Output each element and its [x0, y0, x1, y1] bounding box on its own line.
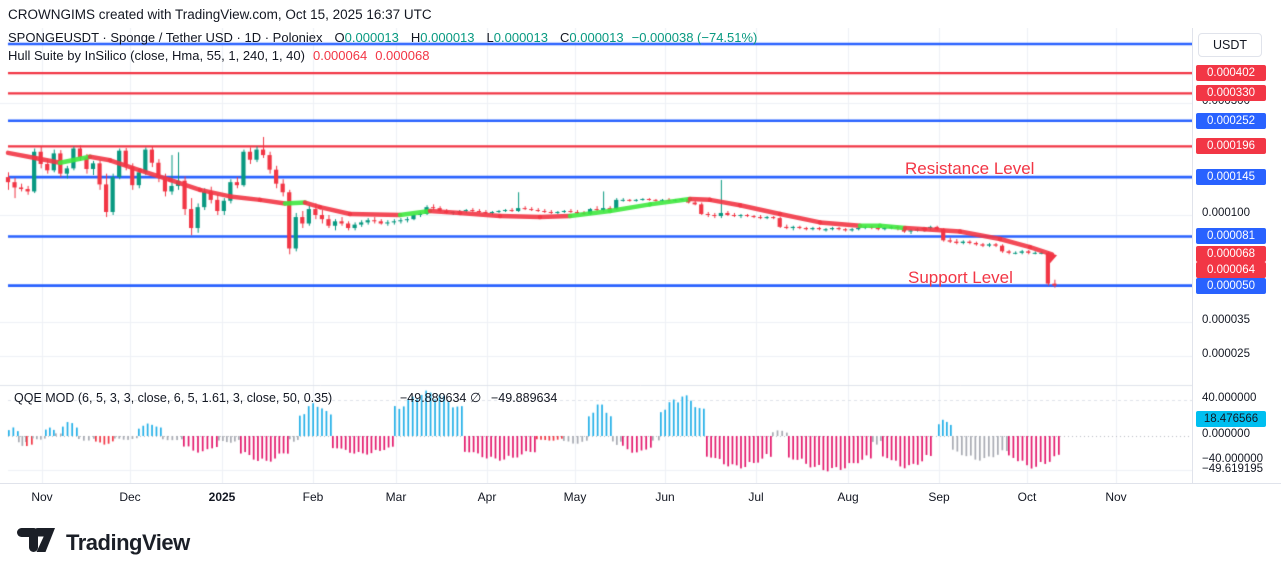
- price-badge-0.000068: 0.000068: [1196, 246, 1266, 263]
- qqe-mod-legend-row[interactable]: QQE MOD (6, 5, 3, 3, close, 6, 5, 1.61, …: [14, 391, 332, 405]
- ohlc-open: O0.000013: [334, 30, 399, 45]
- symbol-title: SPONGEUSDT · Sponge / Tether USD · 1D · …: [8, 30, 323, 45]
- qqe-value-gray: −49.889634: [400, 391, 467, 405]
- time-axis-label-Oct: Oct: [1017, 490, 1037, 504]
- qqe-axis-label: 40.000000: [1200, 392, 1259, 404]
- support-level-label[interactable]: Support Level: [908, 268, 1013, 287]
- qqe-average-symbol: ∅: [470, 390, 482, 405]
- price-axis-label: 0.000035: [1200, 314, 1252, 326]
- price-axis-label: 0.000025: [1200, 348, 1252, 361]
- price-badge-0.000196: 0.000196: [1196, 138, 1266, 155]
- price-axis[interactable]: USDT 0.0005000.0004000.0003000.0001000.0…: [1192, 28, 1281, 511]
- time-axis-label-Apr: Apr: [477, 490, 497, 504]
- time-axis-label-May: May: [563, 490, 587, 504]
- price-badge-0.000252: 0.000252: [1196, 112, 1266, 129]
- qqe-mod-title: QQE MOD (6, 5, 3, 3, close, 6, 5, 1.61, …: [14, 391, 333, 405]
- bar-change: −0.000038 (−74.51%): [631, 30, 758, 45]
- time-axis-label-Mar: Mar: [385, 490, 407, 504]
- time-axis-label-Nov: Nov: [1105, 490, 1127, 504]
- qqe-value-badge: 18.476566: [1196, 411, 1266, 428]
- tradingview-logo-icon: [16, 524, 56, 561]
- price-badge-0.000081: 0.000081: [1196, 228, 1266, 245]
- price-axis-label: 0.000100: [1200, 207, 1252, 219]
- ohlc-low: L0.000013: [486, 30, 548, 45]
- symbol-legend-row[interactable]: SPONGEUSDT · Sponge / Tether USD · 1D · …: [8, 30, 757, 45]
- resistance-level-label[interactable]: Resistance Level: [905, 159, 1035, 178]
- price-badge-0.000050: 0.000050: [1196, 278, 1266, 295]
- creator-watermark: CROWNGIMS created with TradingView.com, …: [8, 7, 432, 22]
- time-axis-label-Feb: Feb: [302, 490, 324, 504]
- time-axis[interactable]: Nov Dec 2025 Feb Mar Apr May Jun Jul Aug Sep Oct Nov: [0, 483, 1281, 512]
- time-axis-label-Sep: Sep: [928, 490, 950, 504]
- price-badge-0.000330: 0.000330: [1196, 85, 1266, 102]
- time-axis-label-Jun: Jun: [655, 490, 675, 504]
- hull-value-1: 0.000064: [312, 48, 368, 63]
- tradingview-logo-text: TradingView: [66, 529, 190, 555]
- qqe-axis-label: −40.000000: [1200, 453, 1266, 465]
- time-axis-label-Aug: Aug: [837, 490, 859, 504]
- hull-value-2: 0.000068: [375, 48, 430, 63]
- currency-unit-button[interactable]: USDT: [1198, 33, 1262, 57]
- time-axis-label-Jul: Jul: [748, 490, 764, 504]
- ohlc-close: C0.000013: [560, 30, 624, 45]
- ohlc-high: H0.000013: [410, 30, 475, 45]
- price-badge-0.000145: 0.000145: [1196, 169, 1266, 186]
- price-badge-0.000064: 0.000064: [1196, 262, 1266, 279]
- hull-suite-title: Hull Suite by InSilico (close, Hma, 55, …: [8, 48, 305, 63]
- time-axis-label-Nov: Nov: [31, 490, 53, 504]
- price-badge-0.000402: 0.000402: [1196, 65, 1266, 82]
- hull-suite-legend-row[interactable]: Hull Suite by InSilico (close, Hma, 55, …: [8, 48, 429, 63]
- time-axis-label-2025: 2025: [208, 490, 236, 504]
- qqe-axis-label: 0.000000: [1200, 428, 1252, 440]
- qqe-last-value-label: −49.619195: [1200, 463, 1266, 475]
- time-axis-label-Dec: Dec: [119, 490, 141, 504]
- qqe-value-red: −49.889634: [491, 391, 558, 405]
- tradingview-logo[interactable]: TradingView: [16, 524, 190, 561]
